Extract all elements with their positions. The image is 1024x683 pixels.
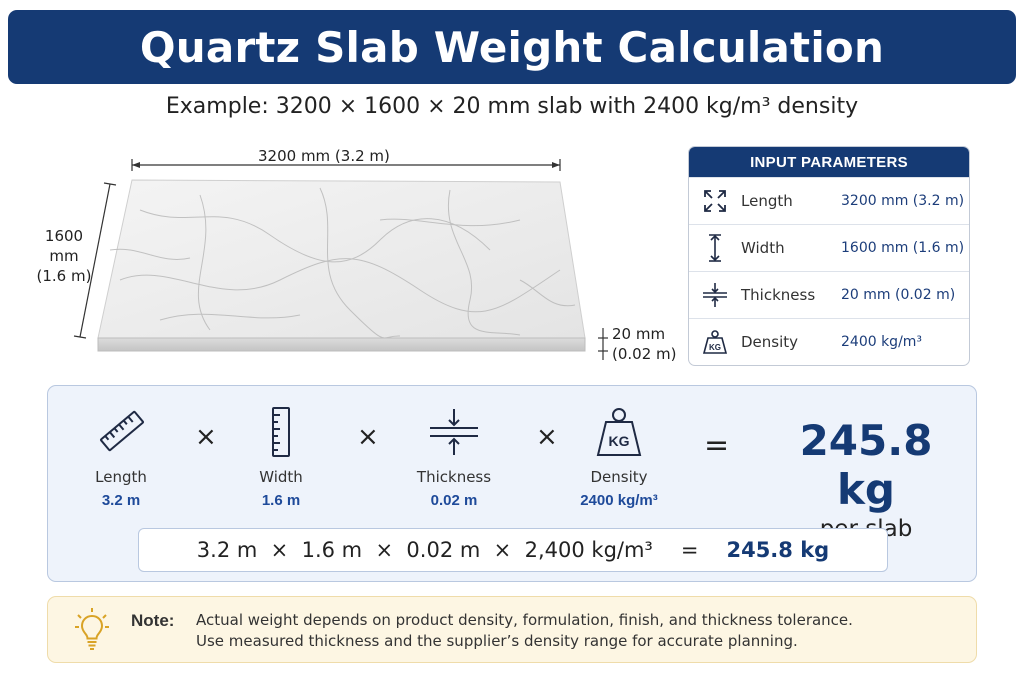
param-row-density: KG Density 2400 kg/m³ [689,318,969,365]
param-label: Length [741,192,793,210]
marble-veins [109,187,576,339]
factor-label: Density [590,468,648,486]
note-box: Note: Actual weight depends on product d… [47,596,977,663]
multiply-sign: × [357,422,379,452]
length-dimension-label: 3200 mm (3.2 m) [258,147,390,165]
factor-value: 0.02 m [430,492,478,509]
lightbulb-icon [74,607,110,658]
thickness-dimension-label: 20 mm (0.02 m) [612,324,676,364]
width-dimension-label: 1600 mm (1.6 m) [30,226,98,286]
param-label: Density [741,333,799,351]
equation-equals: = [680,538,699,562]
factor-density: KG Density 2400 kg/m³ [554,404,684,509]
equation-box: 3.2 m × 1.6 m × 0.02 m × 2,400 kg/m³ = 2… [138,528,888,572]
result-block: 245.8 kg per slab [766,416,966,542]
factor-thickness: Thickness 0.02 m [389,404,519,509]
factor-length: Length 3.2 m [56,404,186,509]
width-dimension-line2: (1.6 m) [36,267,92,285]
vertical-ruler-icon [216,404,346,460]
param-row-length: Length 3200 mm (3.2 m) [689,177,969,224]
svg-text:KG: KG [709,343,721,352]
note-label: Note: [131,611,175,630]
param-value: 20 mm (0.02 m) [841,287,956,303]
factor-label: Thickness [416,468,492,486]
param-value: 3200 mm (3.2 m) [841,193,965,209]
param-value: 2400 kg/m³ [841,334,923,350]
note-text: Actual weight depends on product density… [196,610,853,652]
note-line-2: Use measured thickness and the supplier’… [196,632,798,650]
thickness-icon [389,404,519,460]
param-label: Thickness [741,286,816,304]
slab-front-edge [97,337,586,352]
ruler-icon [56,404,186,460]
input-parameters-heading: INPUT PARAMETERS [689,147,969,177]
result-value: 245.8 kg [799,416,933,514]
page-title: Quartz Slab Weight Calculation [139,22,885,72]
multiply-sign: × [195,422,217,452]
formula-panel: Length 3.2 m × Width 1.6 m × Thickness 0… [47,385,977,582]
svg-text:KG: KG [609,433,630,449]
title-banner: Quartz Slab Weight Calculation [8,10,1016,84]
kg-weight-icon: KG [554,404,684,460]
param-row-thickness: Thickness 20 mm (0.02 m) [689,271,969,318]
factor-value: 1.6 m [261,492,301,509]
equals-sign: = [704,428,730,463]
equation-result: 245.8 kg [726,538,830,562]
expand-arrows-icon [689,188,741,214]
thickness-arrows-icon [689,281,741,309]
vertical-dimension-icon [689,233,741,263]
factor-value: 2400 kg/m³ [580,492,658,509]
factor-label: Length [95,468,147,486]
slab-illustration [73,159,608,360]
factor-width: Width 1.6 m [216,404,346,509]
width-dimension-line1: 1600 mm [44,227,84,265]
page-subtitle: Example: 3200 × 1600 × 20 mm slab with 2… [165,94,859,119]
factor-label: Width [259,468,303,486]
kg-weight-icon: KG [689,328,741,356]
multiply-sign: × [536,422,558,452]
param-row-width: Width 1600 mm (1.6 m) [689,224,969,271]
equation-expression: 3.2 m × 1.6 m × 0.02 m × 2,400 kg/m³ [196,538,653,562]
param-label: Width [741,239,785,257]
thickness-dimension-line2: (0.02 m) [612,345,677,363]
thickness-dimension-line1: 20 mm [612,325,666,343]
input-parameters-card: INPUT PARAMETERS Length 3200 mm (3.2 m) … [688,146,970,366]
note-line-1: Actual weight depends on product density… [196,611,853,629]
param-value: 1600 mm (1.6 m) [841,240,965,256]
factor-value: 3.2 m [101,492,141,509]
